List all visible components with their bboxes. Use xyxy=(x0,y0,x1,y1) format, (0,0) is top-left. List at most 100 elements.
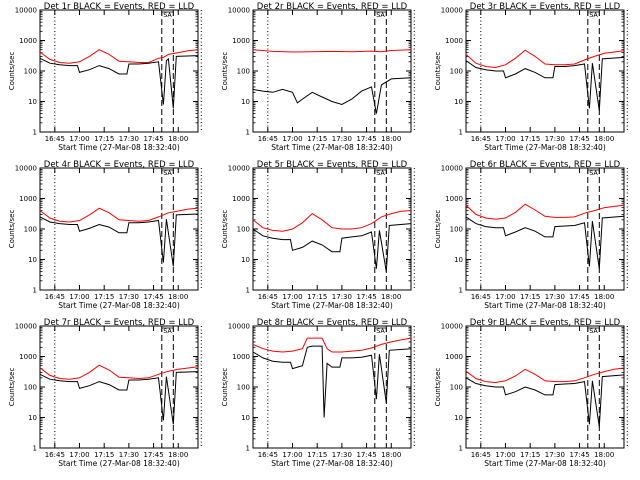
sa-annotation: SA xyxy=(376,169,385,177)
chart-title: Det 4r BLACK = Events, RED = LLD xyxy=(44,160,195,170)
lld-series-line xyxy=(252,337,412,353)
y-axis-label: Counts/sec xyxy=(434,210,442,249)
chart-title: Det 9r BLACK = Events, RED = LLD xyxy=(470,318,621,328)
x-axis-label: Start Time (27-Mar-08 18:32:40) xyxy=(58,459,180,468)
y-tick-label: 10000 xyxy=(15,323,37,331)
y-tick-label: 100 xyxy=(237,384,250,392)
chart-title: Det 5r BLACK = Events, RED = LLD xyxy=(257,160,408,170)
x-tick-label: 17:30 xyxy=(119,293,139,301)
x-tick-label: 16:45 xyxy=(45,293,65,301)
chart-title: Det 8r BLACK = Events, RED = LLD xyxy=(257,318,408,328)
plot-frame xyxy=(39,167,199,291)
sa-annotation: SA xyxy=(589,169,598,177)
plot-frame xyxy=(465,167,625,291)
y-tick-label: 10000 xyxy=(228,7,250,15)
x-tick-label: 17:30 xyxy=(545,451,565,459)
y-tick-label: 1000 xyxy=(19,353,37,361)
x-axis-label: Start Time (27-Mar-08 18:32:40) xyxy=(271,143,393,152)
y-tick-label: 1000 xyxy=(445,353,463,361)
y-axis-label: Counts/sec xyxy=(8,52,16,91)
sa-bracket xyxy=(587,169,600,174)
y-axis-label: Counts/sec xyxy=(434,52,442,91)
y-tick-label: 10 xyxy=(28,256,37,264)
sa-bracket xyxy=(161,169,174,174)
x-tick-label: 16:45 xyxy=(471,451,491,459)
y-tick-label: 10000 xyxy=(441,323,463,331)
panel-det-7: Det 7r BLACK = Events, RED = LLD 1 10 100 10… xyxy=(8,318,202,468)
x-tick-label: 17:15 xyxy=(94,451,114,459)
y-tick-label: 1 xyxy=(33,287,37,295)
sa-annotation: SA xyxy=(163,327,172,335)
plot-frame xyxy=(465,325,625,449)
y-tick-label: 100 xyxy=(450,226,463,234)
x-tick-label: 16:45 xyxy=(471,135,491,143)
y-tick-label: 10 xyxy=(241,256,250,264)
chart-title: Det 2r BLACK = Events, RED = LLD xyxy=(257,2,408,12)
x-tick-label: 18:00 xyxy=(381,451,401,459)
sa-bracket xyxy=(161,327,174,332)
x-tick-label: 17:00 xyxy=(495,293,515,301)
lld-series-line xyxy=(465,49,625,69)
chart-title: Det 3r BLACK = Events, RED = LLD xyxy=(470,2,621,12)
sa-annotation: SA xyxy=(163,11,172,19)
x-axis-label: Start Time (27-Mar-08 18:32:40) xyxy=(484,301,606,310)
y-axis-label: Counts/sec xyxy=(434,368,442,407)
sa-bracket xyxy=(374,11,387,16)
y-tick-label: 100 xyxy=(24,384,37,392)
x-axis-label: Start Time (27-Mar-08 18:32:40) xyxy=(484,143,606,152)
events-series-line xyxy=(252,77,412,114)
x-axis-label: Start Time (27-Mar-08 18:32:40) xyxy=(271,301,393,310)
x-tick-label: 17:30 xyxy=(119,451,139,459)
sa-bracket xyxy=(374,169,387,174)
y-tick-label: 100 xyxy=(237,68,250,76)
plot-frame xyxy=(252,167,412,291)
x-tick-label: 17:45 xyxy=(143,451,163,459)
y-axis-label: Counts/sec xyxy=(221,210,229,249)
x-tick-label: 17:15 xyxy=(94,135,114,143)
y-tick-label: 1000 xyxy=(232,37,250,45)
events-series-line xyxy=(465,56,625,111)
x-tick-label: 17:00 xyxy=(69,135,89,143)
events-series-line xyxy=(252,223,412,272)
x-tick-label: 18:00 xyxy=(381,135,401,143)
chart-title: Det 7r BLACK = Events, RED = LLD xyxy=(44,318,195,328)
x-tick-label: 17:30 xyxy=(119,135,139,143)
x-tick-label: 17:15 xyxy=(520,293,540,301)
events-series-line xyxy=(465,215,625,269)
x-axis-label: Start Time (27-Mar-08 18:32:40) xyxy=(58,301,180,310)
y-tick-label: 10000 xyxy=(15,7,37,15)
panel-det-9: Det 9r BLACK = Events, RED = LLD 1 10 100 10… xyxy=(434,318,628,468)
events-series-line xyxy=(252,345,412,418)
y-tick-label: 10 xyxy=(454,98,463,106)
x-tick-label: 17:15 xyxy=(520,135,540,143)
y-tick-label: 1 xyxy=(459,445,463,453)
y-tick-label: 100 xyxy=(237,226,250,234)
x-tick-label: 17:30 xyxy=(332,293,352,301)
lld-series-line xyxy=(39,207,199,223)
x-tick-label: 17:15 xyxy=(94,293,114,301)
sa-annotation: SA xyxy=(589,11,598,19)
x-axis-label: Start Time (27-Mar-08 18:32:40) xyxy=(58,143,180,152)
x-tick-label: 17:30 xyxy=(545,293,565,301)
lld-series-line xyxy=(39,49,199,64)
x-tick-label: 18:00 xyxy=(594,293,614,301)
panel-det-6: Det 6r BLACK = Events, RED = LLD 1 10 100 10… xyxy=(434,160,628,310)
y-tick-label: 100 xyxy=(450,68,463,76)
x-tick-label: 17:30 xyxy=(332,451,352,459)
panel-det-4: Det 4r BLACK = Events, RED = LLD 1 10 100 10… xyxy=(8,160,202,310)
sa-annotation: SA xyxy=(376,11,385,19)
x-tick-label: 17:30 xyxy=(332,135,352,143)
y-tick-label: 10000 xyxy=(15,165,37,173)
x-tick-label: 16:45 xyxy=(258,451,278,459)
x-axis-label: Start Time (27-Mar-08 18:32:40) xyxy=(484,459,606,468)
y-tick-label: 1 xyxy=(33,129,37,137)
x-tick-label: 17:00 xyxy=(282,293,302,301)
x-tick-label: 17:45 xyxy=(569,135,589,143)
y-tick-label: 10 xyxy=(28,414,37,422)
lld-series-line xyxy=(465,203,625,220)
sa-bracket xyxy=(161,11,174,16)
x-tick-label: 17:00 xyxy=(495,451,515,459)
x-tick-label: 16:45 xyxy=(258,293,278,301)
x-tick-label: 18:00 xyxy=(168,293,188,301)
y-tick-label: 100 xyxy=(24,68,37,76)
